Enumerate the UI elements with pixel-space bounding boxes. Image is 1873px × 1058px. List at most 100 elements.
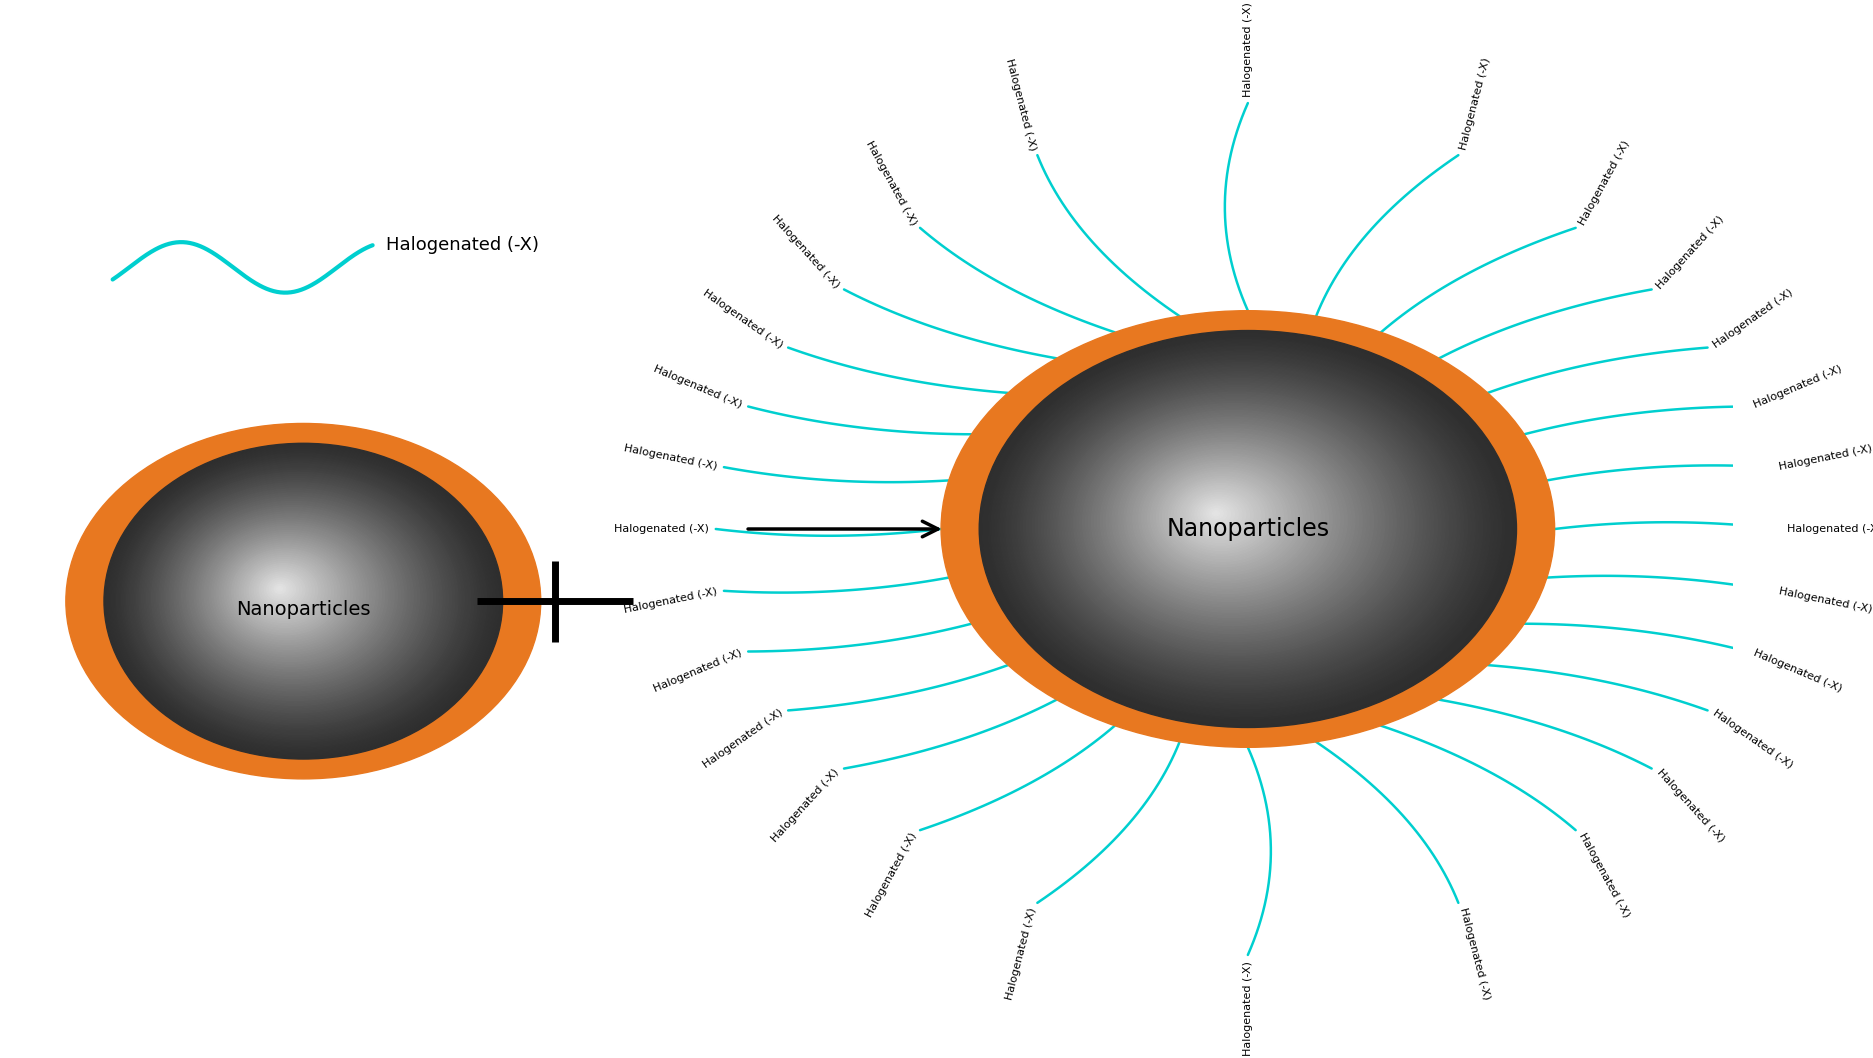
Ellipse shape	[242, 558, 328, 625]
Ellipse shape	[120, 456, 483, 745]
Text: Halogenated (-X): Halogenated (-X)	[701, 708, 785, 770]
Ellipse shape	[184, 510, 401, 681]
Ellipse shape	[154, 485, 438, 710]
Ellipse shape	[1212, 511, 1219, 516]
Ellipse shape	[144, 476, 451, 720]
Ellipse shape	[1195, 497, 1242, 532]
Ellipse shape	[137, 470, 461, 727]
Ellipse shape	[1204, 504, 1231, 524]
Ellipse shape	[1092, 417, 1373, 625]
Text: Halogenated (-X): Halogenated (-X)	[652, 364, 744, 411]
Ellipse shape	[1036, 373, 1446, 676]
Ellipse shape	[1150, 463, 1298, 572]
Text: Halogenated (-X): Halogenated (-X)	[863, 139, 918, 227]
Ellipse shape	[112, 450, 493, 752]
Ellipse shape	[191, 516, 391, 674]
Ellipse shape	[1103, 426, 1358, 615]
Text: Halogenated (-X): Halogenated (-X)	[1004, 907, 1038, 1001]
Ellipse shape	[985, 335, 1510, 723]
Ellipse shape	[210, 530, 369, 657]
Ellipse shape	[139, 472, 459, 725]
Text: Halogenated (-X): Halogenated (-X)	[1787, 524, 1873, 534]
Ellipse shape	[1144, 458, 1305, 578]
Ellipse shape	[157, 487, 436, 708]
Ellipse shape	[135, 469, 465, 730]
Ellipse shape	[122, 458, 479, 742]
Text: Halogenated (-X): Halogenated (-X)	[1577, 831, 1631, 919]
Ellipse shape	[255, 568, 311, 613]
Ellipse shape	[187, 512, 397, 678]
Ellipse shape	[1021, 363, 1465, 690]
Ellipse shape	[189, 514, 393, 676]
Ellipse shape	[1058, 393, 1414, 655]
Ellipse shape	[1000, 347, 1491, 709]
Ellipse shape	[217, 536, 360, 650]
Ellipse shape	[182, 508, 405, 683]
Text: Halogenated (-X): Halogenated (-X)	[1457, 907, 1491, 1001]
Ellipse shape	[1098, 422, 1365, 620]
Ellipse shape	[1113, 433, 1347, 607]
Ellipse shape	[131, 467, 468, 732]
Text: Halogenated (-X): Halogenated (-X)	[1577, 139, 1631, 227]
Text: Halogenated (-X): Halogenated (-X)	[701, 288, 785, 350]
Ellipse shape	[1002, 349, 1487, 706]
Ellipse shape	[251, 566, 315, 616]
Ellipse shape	[1133, 450, 1320, 588]
Ellipse shape	[995, 342, 1498, 714]
Ellipse shape	[1148, 460, 1302, 574]
Ellipse shape	[197, 521, 384, 669]
Ellipse shape	[1010, 353, 1480, 700]
Ellipse shape	[150, 480, 446, 715]
Ellipse shape	[272, 582, 288, 596]
Ellipse shape	[1041, 379, 1437, 671]
Ellipse shape	[262, 574, 302, 605]
Ellipse shape	[258, 572, 305, 608]
Ellipse shape	[980, 330, 1517, 728]
Ellipse shape	[1180, 486, 1261, 545]
Ellipse shape	[1032, 371, 1450, 679]
Ellipse shape	[991, 340, 1502, 716]
Ellipse shape	[1056, 390, 1418, 658]
Text: Halogenated (-X): Halogenated (-X)	[386, 236, 539, 254]
Text: Nanoparticles: Nanoparticles	[1167, 517, 1330, 541]
Ellipse shape	[195, 518, 388, 672]
Ellipse shape	[1023, 365, 1461, 688]
Ellipse shape	[277, 586, 283, 591]
Ellipse shape	[152, 482, 442, 713]
Ellipse shape	[1210, 509, 1223, 518]
Ellipse shape	[270, 580, 292, 598]
Ellipse shape	[1030, 369, 1453, 682]
Ellipse shape	[264, 577, 298, 603]
Ellipse shape	[1124, 442, 1332, 596]
Ellipse shape	[206, 528, 373, 659]
Ellipse shape	[1062, 395, 1410, 653]
Text: Halogenated (-X): Halogenated (-X)	[863, 831, 918, 919]
Text: Halogenated (-X): Halogenated (-X)	[1753, 364, 1843, 411]
Ellipse shape	[273, 584, 287, 594]
Text: Halogenated (-X): Halogenated (-X)	[1244, 962, 1253, 1056]
Ellipse shape	[981, 333, 1513, 725]
Text: Nanoparticles: Nanoparticles	[236, 600, 371, 619]
Ellipse shape	[1094, 420, 1369, 623]
Ellipse shape	[266, 578, 296, 601]
Ellipse shape	[1199, 499, 1238, 529]
Ellipse shape	[940, 311, 1555, 747]
Ellipse shape	[1163, 472, 1283, 562]
Ellipse shape	[1159, 470, 1287, 564]
Ellipse shape	[1135, 452, 1317, 585]
Ellipse shape	[1154, 466, 1294, 569]
Ellipse shape	[66, 423, 541, 779]
Ellipse shape	[1178, 484, 1264, 548]
Ellipse shape	[114, 452, 491, 749]
Ellipse shape	[107, 445, 500, 756]
Ellipse shape	[1079, 408, 1388, 636]
Ellipse shape	[1088, 415, 1377, 628]
Ellipse shape	[1189, 493, 1249, 537]
Ellipse shape	[1118, 438, 1339, 602]
Ellipse shape	[1165, 474, 1279, 559]
Text: Halogenated (-X): Halogenated (-X)	[1654, 214, 1725, 291]
Ellipse shape	[1156, 468, 1290, 567]
Ellipse shape	[240, 555, 330, 627]
Ellipse shape	[1114, 436, 1343, 604]
Ellipse shape	[1139, 454, 1313, 583]
